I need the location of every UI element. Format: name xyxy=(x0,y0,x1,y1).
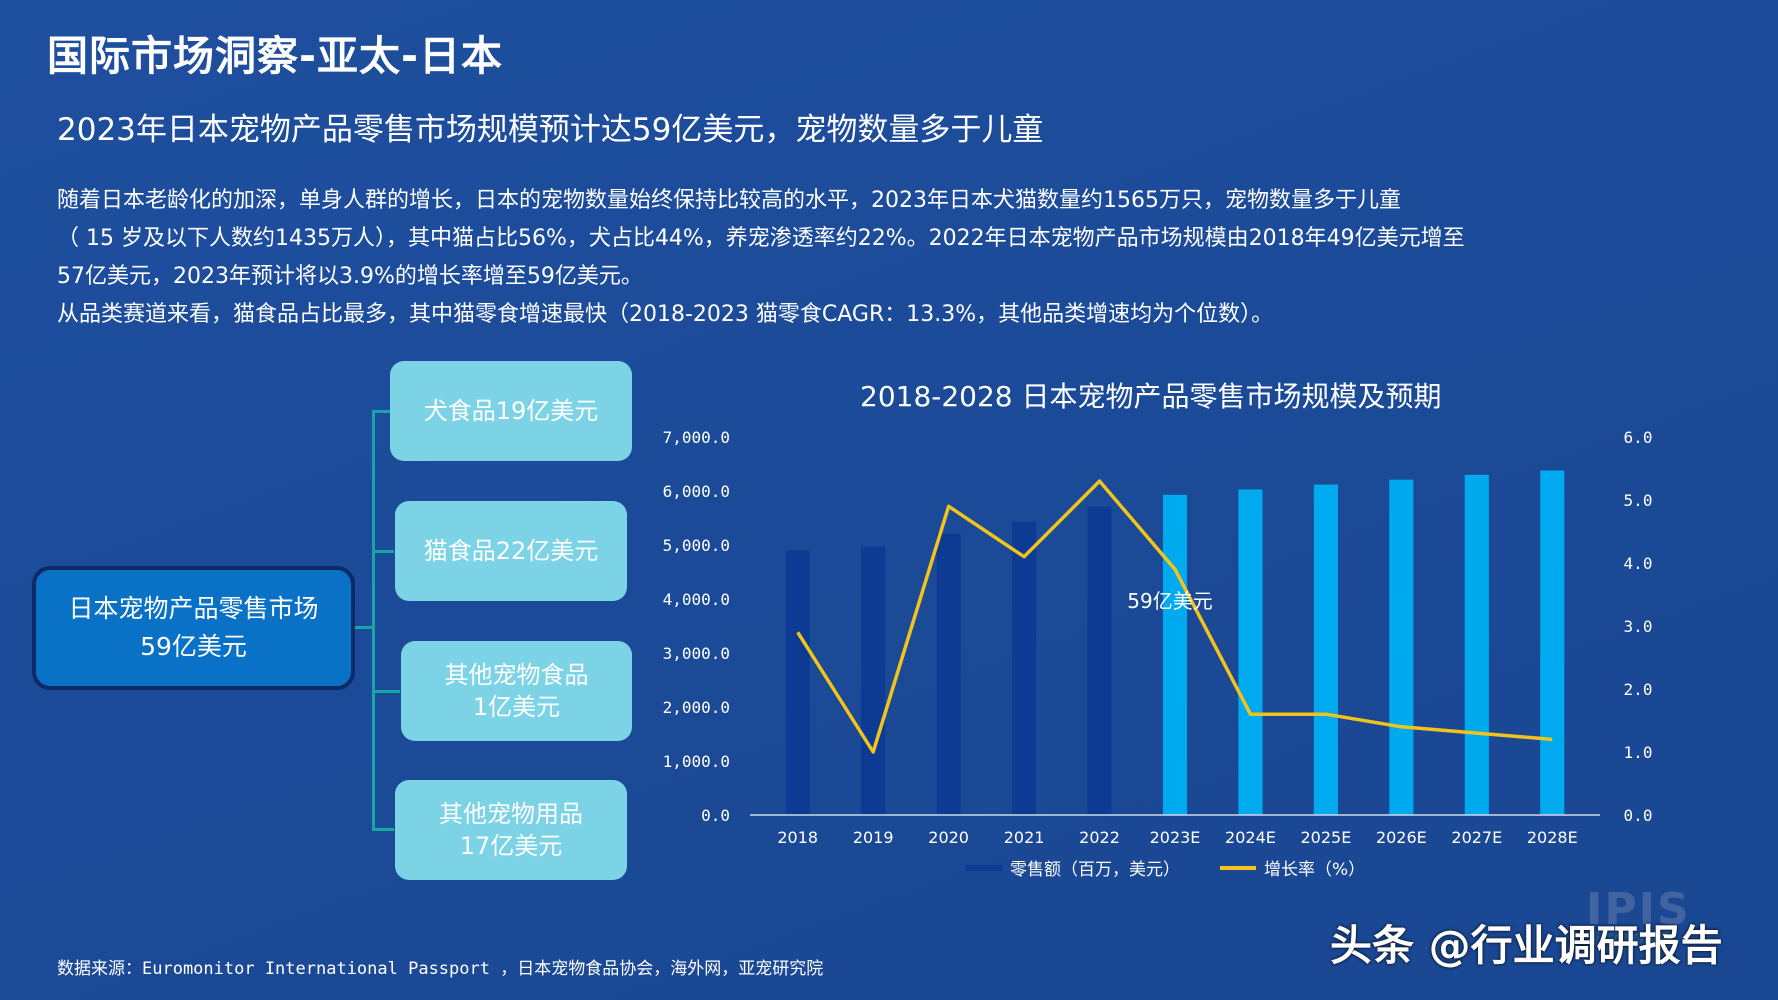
body-line: 随着日本老龄化的加深，单身人群的增长，日本的宠物数量始终保持比较高的水平，202… xyxy=(57,188,1401,213)
ipis-logo: IPIS 亚宠CEO联盟 xyxy=(1586,884,1756,984)
tree-connector-branch xyxy=(372,410,390,413)
y-right-tick-label: 6.0 xyxy=(1624,428,1653,447)
legend-item-sales: 零售额（百万，美元） xyxy=(966,855,1180,880)
x-tick-label: 2023E xyxy=(1150,828,1201,847)
leaf-value: 17亿美元 xyxy=(459,832,563,860)
bar xyxy=(1087,506,1112,815)
page-title: 国际市场洞察-亚太-日本 xyxy=(47,32,504,80)
watermark: 头条 @行业调研报告 xyxy=(1330,921,1723,970)
body-paragraph: 随着日本老龄化的加深，单身人群的增长，日本的宠物数量始终保持比较高的水平，202… xyxy=(57,182,1647,334)
data-source-note: 数据来源：Euromonitor International Passport … xyxy=(57,959,824,979)
y-right-tick-label: 5.0 xyxy=(1624,491,1653,510)
bar xyxy=(785,550,810,815)
x-tick-label: 2018 xyxy=(777,828,818,847)
tree-root-node: 日本宠物产品零售市场 59亿美元 xyxy=(32,566,355,690)
tree-leaf-cat-food: 猫食品22亿美元 xyxy=(395,501,627,601)
x-tick-label: 2021 xyxy=(1004,828,1045,847)
legend-swatch-bar xyxy=(966,864,1002,871)
legend-item-growth: 增长率（%） xyxy=(1220,855,1365,880)
logo-text: IPIS xyxy=(1586,884,1691,935)
bar xyxy=(936,533,961,815)
x-tick-label: 2027E xyxy=(1451,828,1502,847)
y-left-tick-label: 6,000.0 xyxy=(663,482,730,501)
legend-label: 零售额（百万，美元） xyxy=(1010,860,1180,880)
x-tick-label: 2025E xyxy=(1300,828,1351,847)
x-tick-label: 2022 xyxy=(1079,828,1120,847)
bar xyxy=(1238,489,1263,815)
leaf-label: 其他宠物食品 xyxy=(444,661,589,689)
legend-swatch-line xyxy=(1220,865,1256,870)
x-tick-label: 2024E xyxy=(1225,828,1276,847)
market-size-chart: 0.0 1,000.0 2,000.0 3,000.0 4,000.0 5,000.0 6,… xyxy=(663,428,1653,847)
y-right-tick-label: 2.0 xyxy=(1624,680,1653,699)
y-right-tick-label: 0.0 xyxy=(1624,806,1653,825)
bar xyxy=(1464,474,1489,815)
page-subtitle: 2023年日本宠物产品零售市场规模预计达59亿美元，宠物数量多于儿童 xyxy=(57,112,1044,148)
tree-connector-branch xyxy=(372,550,394,553)
y-left-tick-label: 7,000.0 xyxy=(663,428,730,447)
bar xyxy=(1389,479,1414,815)
bar xyxy=(1012,521,1037,815)
logo-subtext: 亚宠CEO联盟 xyxy=(1586,932,1672,948)
x-tick-label: 2028E xyxy=(1527,828,1578,847)
x-tick-label: 2026E xyxy=(1376,828,1427,847)
bar xyxy=(1313,484,1338,815)
tree-connector-root xyxy=(355,626,375,629)
body-line: 57亿美元，2023年预计将以3.9%的增长率增至59亿美元。 xyxy=(57,264,643,289)
leaf-value: 1亿美元 xyxy=(472,693,561,721)
tree-connector-branch xyxy=(372,690,400,693)
body-line: （ 15 岁及以下人数约1435万人），其中猫占比56%，犬占比44%，养宠渗透… xyxy=(57,226,1465,251)
y-right-tick-label: 3.0 xyxy=(1624,617,1653,636)
y-left-tick-label: 0.0 xyxy=(701,806,730,825)
tree-leaf-dog-food: 犬食品19亿美元 xyxy=(390,361,632,461)
x-tick-label: 2019 xyxy=(853,828,894,847)
y-left-tick-label: 5,000.0 xyxy=(663,536,730,555)
y-right-tick-label: 1.0 xyxy=(1624,743,1653,762)
body-line: 从品类赛道来看，猫食品占比最多，其中猫零食增速最快（2018-2023 猫零食C… xyxy=(57,302,1274,327)
leaf-label: 犬食品19亿美元 xyxy=(423,397,599,425)
chart-title: 2018-2028 日本宠物产品零售市场规模及预期 xyxy=(860,380,1442,413)
bar xyxy=(861,546,886,815)
y-right-tick-label: 4.0 xyxy=(1624,554,1653,573)
x-tick-label: 2020 xyxy=(928,828,969,847)
y-left-tick-label: 1,000.0 xyxy=(663,752,730,771)
annotation-label: 59亿美元 xyxy=(1127,589,1212,613)
bar xyxy=(1162,494,1188,815)
chart-legend: 零售额（百万，美元） 增长率（%） xyxy=(966,855,1365,880)
tree-leaf-other-pet-food: 其他宠物食品 1亿美元 xyxy=(401,641,632,741)
leaf-label: 其他宠物用品 xyxy=(439,800,583,828)
y-left-tick-label: 3,000.0 xyxy=(663,644,730,663)
y-left-tick-label: 4,000.0 xyxy=(663,590,730,609)
legend-label: 增长率（%） xyxy=(1264,860,1366,880)
root-value: 59亿美元 xyxy=(140,632,247,661)
y-left-tick-label: 2,000.0 xyxy=(663,698,730,717)
root-label: 日本宠物产品零售市场 xyxy=(68,594,319,623)
tree-leaf-other-pet-supplies: 其他宠物用品 17亿美元 xyxy=(395,780,627,880)
leaf-label: 猫食品22亿美元 xyxy=(423,537,599,565)
tree-connector-trunk xyxy=(372,410,375,830)
tree-connector-branch xyxy=(372,828,394,831)
bar xyxy=(1540,470,1565,815)
